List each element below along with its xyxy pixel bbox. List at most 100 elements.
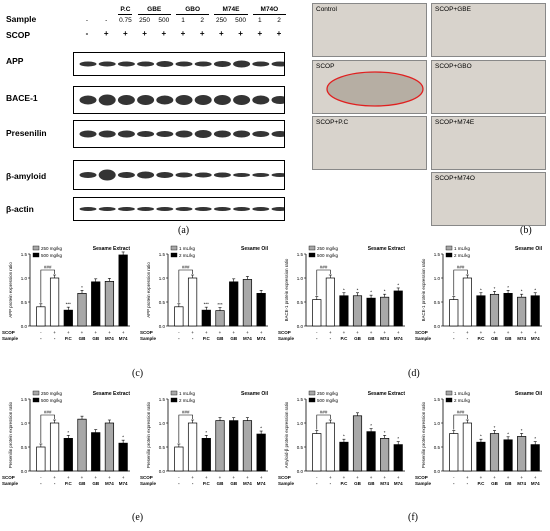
significance-mark: * — [397, 436, 399, 441]
blot-band — [252, 173, 270, 177]
blot-band — [175, 207, 193, 211]
legend-swatch — [170, 245, 178, 251]
scop-marker: + — [343, 475, 346, 480]
blot-label-bace1: BACE-1 — [6, 93, 38, 103]
legend-swatch — [32, 245, 40, 251]
chart-e-sesame-oil: 0.0 0.5 1.0 1.5 Presenilin protein expressio… — [140, 390, 269, 486]
bar — [104, 281, 115, 327]
x-category-label: GB — [92, 336, 100, 341]
legend-label: 1 mL/kg — [179, 246, 196, 251]
x-category-label: M74 — [105, 481, 114, 486]
tile-scop: SCOP — [312, 60, 427, 114]
bar — [77, 293, 87, 327]
blot-band — [252, 95, 270, 105]
chart-title: Sesame Extract — [368, 246, 406, 252]
scop-marker: - — [453, 475, 455, 480]
scop-value: + — [238, 29, 243, 38]
significance-mark: * — [260, 426, 262, 431]
x-category-label: GB — [354, 481, 362, 486]
blot-band — [271, 61, 289, 67]
scop-value: + — [219, 29, 224, 38]
sample-value: 500 — [235, 17, 247, 24]
x-category-label: M74 — [105, 336, 114, 341]
y-tick-label: 0.5 — [21, 445, 28, 450]
significance-mark: * — [384, 430, 386, 435]
row-label-scop: SCOP — [278, 330, 291, 335]
x-category-label: GB — [491, 481, 499, 486]
y-tick-label: 0.0 — [21, 469, 28, 474]
chart-c-sesame-extract: 0.0 0.5 1.0 1.5 APP protein expression ratio… — [2, 245, 130, 341]
blot-band — [137, 131, 155, 137]
bar — [517, 296, 527, 327]
x-category-label: - — [467, 336, 469, 341]
scop-marker: + — [493, 330, 496, 335]
y-tick-label: 1.0 — [21, 421, 28, 426]
chart-title: Sesame Oil — [515, 246, 543, 252]
significance-mark: * — [521, 289, 523, 294]
scop-marker: + — [94, 475, 97, 480]
bar — [229, 281, 239, 327]
legend-swatch — [170, 397, 178, 403]
scop-marker: + — [219, 330, 222, 335]
x-category-label: - — [178, 336, 180, 341]
bar — [215, 310, 225, 327]
y-tick-label: 0.0 — [159, 469, 166, 474]
x-category-label: M74 — [380, 336, 389, 341]
scop-marker: + — [122, 475, 125, 480]
significance-bracket — [316, 269, 331, 296]
scop-marker: + — [53, 475, 56, 480]
panel-c-letter: (c) — [132, 368, 144, 379]
legend-label: 500 mg/kg — [41, 398, 63, 403]
scop-marker: + — [383, 475, 386, 480]
x-category-label: M74 — [257, 481, 266, 486]
scop-marker: + — [343, 330, 346, 335]
x-category-label: GB — [368, 336, 376, 341]
significance-bracket — [178, 414, 193, 443]
blot-band — [194, 207, 212, 211]
blot-band — [213, 61, 231, 67]
blot-band — [194, 61, 212, 67]
blot-band — [175, 61, 193, 67]
significance-bracket — [453, 269, 468, 296]
legend-swatch — [32, 390, 40, 396]
significance-mark: * — [480, 287, 482, 292]
blot-band — [252, 131, 270, 137]
x-category-label: M74 — [531, 336, 540, 341]
chart-e-sesame-extract: 0.0 0.5 1.0 1.5 Presenilin protein expressio… — [2, 390, 130, 486]
blot-band — [213, 95, 231, 105]
x-category-label: M74 — [517, 481, 526, 486]
y-tick-label: 1.0 — [434, 421, 441, 426]
y-tick-label: 0.5 — [297, 445, 304, 450]
x-category-label: GB — [230, 336, 238, 341]
bar — [312, 433, 322, 472]
scop-marker: + — [81, 330, 84, 335]
scop-marker: + — [397, 330, 400, 335]
significance-mark: *** — [204, 302, 210, 307]
bar — [215, 420, 225, 472]
blot-band — [175, 130, 193, 138]
blot-band — [79, 95, 97, 105]
row-label-scop: SCOP — [140, 330, 153, 335]
legend-swatch — [32, 397, 40, 403]
bar — [174, 306, 184, 327]
significance-mark: * — [384, 289, 386, 294]
bar — [380, 296, 390, 327]
x-category-label: - — [467, 481, 469, 486]
bar — [489, 433, 500, 472]
legend-label: 500 mg/kg — [41, 253, 63, 258]
x-category-label: M74 — [517, 336, 526, 341]
bar — [256, 433, 266, 472]
significance-mark: *** — [217, 302, 223, 307]
scop-row-label: SCOP — [6, 30, 31, 40]
bar — [517, 436, 527, 472]
scop-marker: + — [493, 475, 496, 480]
y-tick-label: 0.5 — [159, 445, 166, 450]
sample-value: - — [85, 17, 89, 24]
scop-marker: + — [81, 475, 84, 480]
y-tick-label: 1.5 — [297, 252, 304, 257]
blot-presenilin — [73, 120, 289, 148]
chart-d-sesame-extract: 0.0 0.5 1.0 1.5 BACE-1 protein expression ra… — [278, 245, 406, 341]
blot-band — [79, 130, 97, 138]
y-tick-label: 0.5 — [159, 300, 166, 305]
legend-swatch — [170, 390, 178, 396]
